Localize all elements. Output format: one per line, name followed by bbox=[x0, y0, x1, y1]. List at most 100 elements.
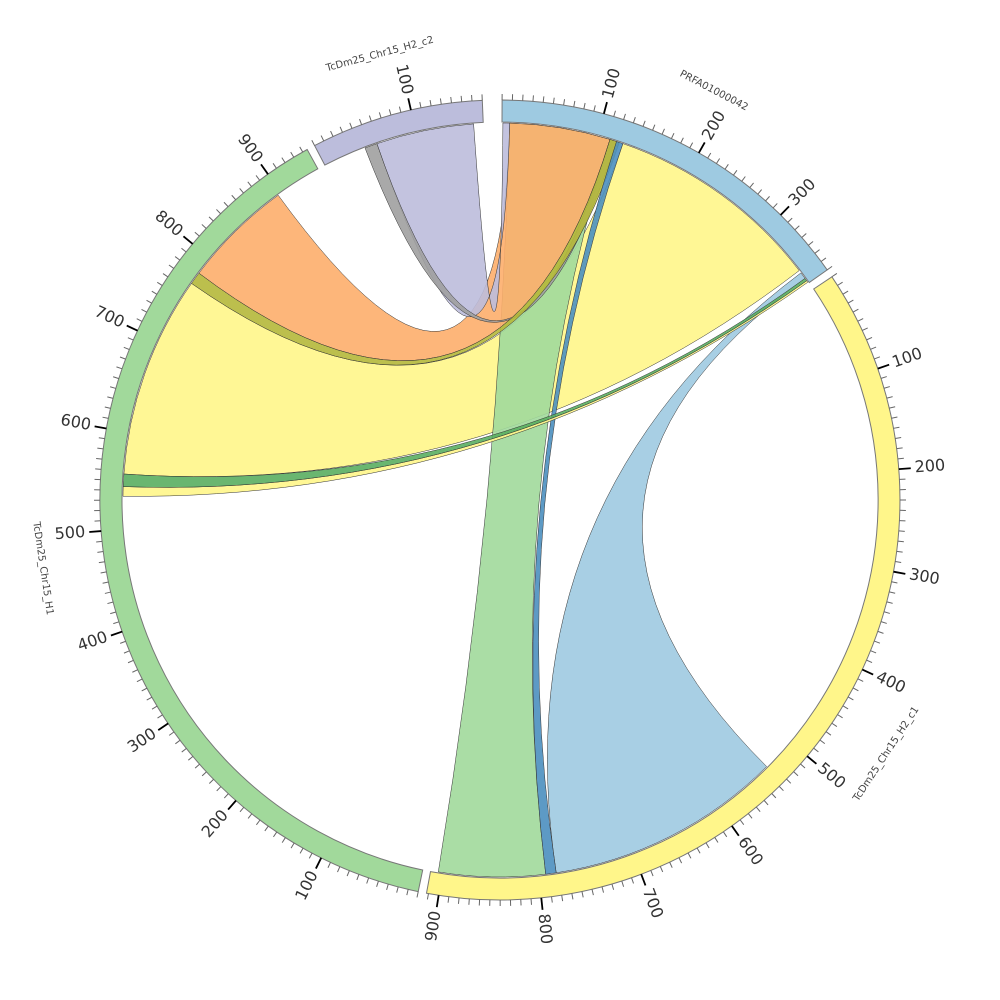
segment-arc[interactable] bbox=[313, 99, 484, 166]
segment-arc[interactable] bbox=[99, 148, 424, 893]
segment-arc[interactable] bbox=[425, 276, 901, 901]
tick-label: 400 bbox=[75, 627, 110, 655]
tick-label: 100 bbox=[598, 66, 624, 100]
minor-tick bbox=[450, 96, 452, 104]
major-tick bbox=[110, 630, 123, 637]
minor-tick bbox=[273, 831, 278, 838]
minor-tick bbox=[552, 97, 555, 104]
minor-tick bbox=[398, 106, 402, 113]
minor-tick bbox=[895, 437, 902, 439]
minor-tick bbox=[175, 739, 181, 745]
minor-tick bbox=[123, 650, 130, 654]
minor-tick bbox=[208, 778, 214, 784]
minor-tick bbox=[793, 771, 799, 777]
minor-tick bbox=[842, 290, 849, 295]
major-tick bbox=[602, 101, 608, 114]
major-tick bbox=[731, 825, 740, 837]
minor-tick bbox=[98, 561, 105, 564]
minor-tick bbox=[714, 837, 719, 843]
major-tick bbox=[779, 205, 790, 216]
minor-tick bbox=[290, 842, 295, 849]
major-tick bbox=[89, 530, 102, 533]
minor-tick bbox=[678, 857, 683, 864]
minor-tick bbox=[311, 140, 316, 146]
minor-tick bbox=[216, 786, 222, 792]
minor-tick bbox=[613, 110, 616, 117]
minor-tick bbox=[542, 96, 545, 103]
minor-tick bbox=[255, 175, 261, 181]
minor-tick bbox=[97, 551, 104, 553]
minor-tick bbox=[308, 852, 313, 859]
minor-tick bbox=[787, 217, 793, 223]
major-tick bbox=[157, 722, 169, 731]
minor-tick bbox=[722, 831, 728, 838]
minor-tick bbox=[826, 265, 833, 271]
minor-tick bbox=[786, 778, 792, 784]
minor-tick bbox=[290, 151, 295, 158]
minor-tick bbox=[715, 158, 721, 164]
minor-tick bbox=[573, 100, 576, 107]
minor-tick bbox=[201, 771, 207, 777]
minor-tick bbox=[771, 793, 777, 799]
minor-tick bbox=[337, 866, 341, 873]
tick-label: 500 bbox=[54, 522, 86, 543]
minor-tick bbox=[820, 257, 827, 262]
major-tick bbox=[407, 98, 412, 111]
minor-tick bbox=[652, 124, 656, 131]
minor-tick bbox=[281, 837, 286, 843]
minor-tick bbox=[146, 696, 153, 701]
minor-tick bbox=[426, 893, 429, 900]
minor-tick bbox=[151, 705, 158, 710]
minor-tick bbox=[419, 101, 422, 108]
minor-tick bbox=[239, 188, 244, 194]
minor-tick bbox=[813, 747, 819, 753]
minor-tick bbox=[870, 650, 877, 654]
minor-tick bbox=[231, 194, 237, 201]
minor-tick bbox=[299, 146, 304, 153]
minor-tick bbox=[429, 99, 432, 107]
minor-tick bbox=[891, 581, 898, 584]
minor-tick bbox=[181, 247, 187, 253]
tick-label: 800 bbox=[534, 913, 556, 945]
tick-label: 100 bbox=[889, 343, 924, 371]
minor-tick bbox=[168, 264, 175, 269]
major-tick bbox=[640, 873, 647, 886]
minor-tick bbox=[847, 696, 854, 701]
minor-tick bbox=[157, 714, 163, 719]
minor-tick bbox=[194, 763, 200, 769]
minor-tick bbox=[862, 327, 868, 331]
minor-tick bbox=[889, 591, 896, 594]
minor-tick bbox=[132, 669, 138, 673]
major-tick bbox=[540, 897, 544, 910]
tick-label: 500 bbox=[814, 758, 850, 792]
minor-tick bbox=[561, 895, 564, 902]
minor-tick bbox=[119, 640, 126, 644]
minor-tick bbox=[880, 621, 887, 624]
tick-label: 800 bbox=[151, 206, 187, 240]
minor-tick bbox=[763, 800, 769, 806]
minor-tick bbox=[741, 176, 746, 182]
minor-tick bbox=[339, 126, 343, 133]
minor-tick bbox=[320, 135, 325, 142]
minor-tick bbox=[886, 601, 893, 604]
minor-tick bbox=[447, 896, 450, 903]
minor-tick bbox=[123, 346, 130, 351]
minor-tick bbox=[611, 883, 615, 890]
minor-tick bbox=[659, 866, 664, 873]
minor-tick bbox=[107, 396, 114, 399]
minor-tick bbox=[724, 164, 729, 170]
minor-tick bbox=[239, 806, 245, 813]
minor-tick bbox=[439, 98, 442, 105]
minor-tick bbox=[188, 755, 194, 761]
tick-label: 900 bbox=[421, 910, 444, 943]
minor-tick bbox=[102, 416, 109, 419]
minor-tick bbox=[877, 630, 884, 634]
minor-tick bbox=[601, 886, 605, 893]
minor-tick bbox=[107, 601, 114, 605]
minor-tick bbox=[765, 196, 770, 202]
minor-tick bbox=[162, 273, 169, 278]
minor-tick bbox=[181, 747, 187, 753]
minor-tick bbox=[591, 889, 594, 896]
major-tick bbox=[861, 668, 874, 676]
